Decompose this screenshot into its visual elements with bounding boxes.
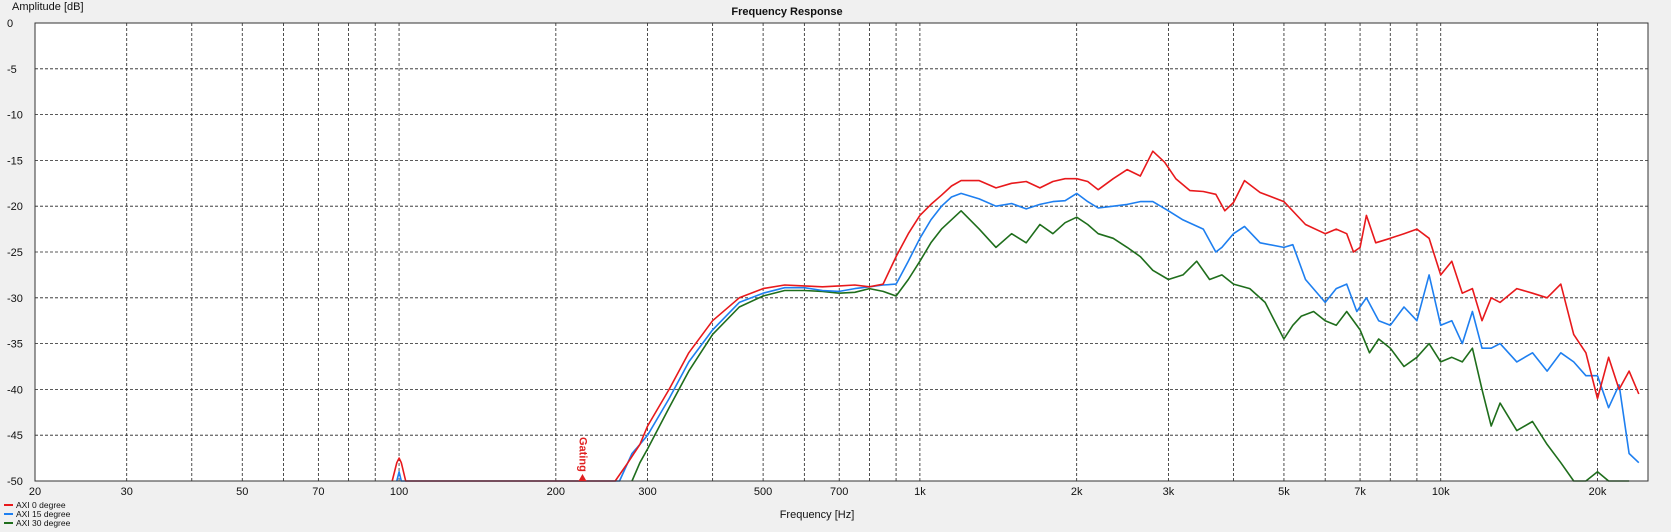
- legend-entry: AXI 30 degree: [16, 518, 71, 528]
- x-tick-label: 20k: [1589, 486, 1607, 498]
- gating-marker: [578, 474, 587, 481]
- x-tick-label: 20: [29, 486, 41, 498]
- legend-entry: AXI 15 degree: [16, 509, 71, 519]
- chart-title: Frequency Response: [731, 6, 842, 18]
- x-tick-label: 7k: [1354, 486, 1366, 498]
- x-tick-label: 700: [830, 486, 848, 498]
- series-line: [631, 210, 1630, 482]
- x-tick-label: 100: [390, 486, 408, 498]
- x-tick-label: 2k: [1071, 486, 1083, 498]
- x-tick-label: 500: [754, 486, 772, 498]
- plot-border: [34, 22, 1649, 482]
- tick-labels: 20 30 50 70 100 200 300 500 700 1k 2k 3k 5k 7k 10k 20k 0…: [7, 18, 1607, 498]
- y-tick-label: -40: [7, 384, 23, 396]
- x-tick-label: 1k: [914, 486, 926, 498]
- y-tick-label: -10: [7, 110, 23, 122]
- x-tick-label: 50: [236, 486, 248, 498]
- x-tick-label: 10k: [1432, 486, 1450, 498]
- y-tick-label: -5: [7, 64, 17, 76]
- y-tick-label: -15: [7, 155, 23, 167]
- y-tick-label: -45: [7, 430, 23, 442]
- series-group: [391, 150, 1640, 482]
- annotations: Gating: [576, 437, 588, 481]
- y-tick-label: -20: [7, 201, 23, 213]
- x-tick-label: 70: [312, 486, 324, 498]
- legend-entry: AXI 0 degree: [16, 500, 66, 510]
- y-tick-label: -25: [7, 247, 23, 259]
- x-tick-label: 3k: [1163, 486, 1175, 498]
- x-tick-label: 300: [638, 486, 656, 498]
- series-line: [391, 150, 1640, 482]
- y-tick-label: -50: [7, 476, 23, 488]
- y-tick-label: -30: [7, 293, 23, 305]
- y-tick-label: 0: [7, 18, 13, 30]
- x-tick-label: 200: [547, 486, 565, 498]
- y-tick-label: -35: [7, 339, 23, 351]
- gating-label: Gating: [576, 437, 588, 472]
- x-tick-label: 30: [121, 486, 133, 498]
- x-tick-label: 5k: [1278, 486, 1290, 498]
- y-axis-label: Amplitude [dB]: [12, 1, 84, 13]
- x-axis-label: Frequency [Hz]: [780, 509, 855, 521]
- series-line: [396, 192, 1640, 482]
